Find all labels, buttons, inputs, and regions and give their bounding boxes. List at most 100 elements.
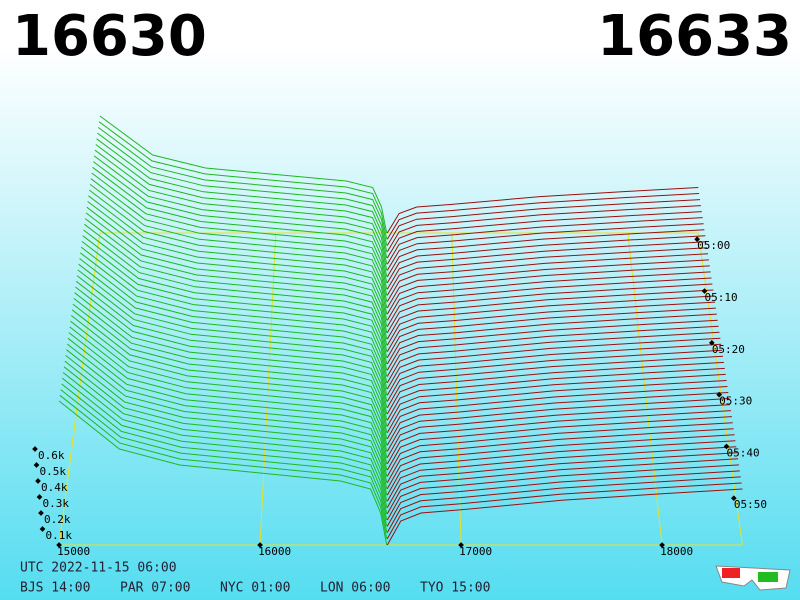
bid-depth-line bbox=[66, 349, 388, 489]
ask-depth-line bbox=[386, 428, 734, 483]
tick-marker bbox=[708, 339, 715, 346]
z-tick-label: 0.2k bbox=[44, 513, 71, 526]
ask-depth-line bbox=[386, 398, 730, 452]
z-tick-label: 0.1k bbox=[46, 529, 73, 542]
bid-depth-line bbox=[97, 126, 388, 246]
bid-depth-line bbox=[80, 246, 388, 377]
time-tick-label: 05:50 bbox=[734, 498, 767, 511]
ask-depth-line bbox=[386, 373, 726, 427]
time-tick-label: 05:20 bbox=[712, 343, 745, 356]
ask-depth-line bbox=[386, 361, 724, 415]
bid-depth-line bbox=[84, 218, 388, 346]
ask-depth-line bbox=[386, 193, 700, 240]
bid-depth-line bbox=[70, 315, 388, 452]
ask-depth-line bbox=[386, 235, 706, 284]
time-tick-label: 05:00 bbox=[697, 239, 730, 252]
bid-price: 16630 bbox=[12, 4, 207, 69]
ask-depth-line bbox=[386, 241, 707, 290]
bid-depth-line bbox=[79, 252, 388, 383]
bid-depth-line bbox=[75, 286, 388, 421]
bid-depth-line bbox=[75, 280, 388, 415]
bid-depth-line bbox=[88, 195, 388, 321]
bid-depth-line bbox=[70, 320, 388, 458]
ask-depth-line bbox=[386, 355, 724, 408]
z-tick-label: 0.6k bbox=[38, 449, 65, 462]
bid-depth-line bbox=[87, 201, 388, 327]
bid-depth-line bbox=[62, 372, 388, 514]
tick-marker bbox=[723, 443, 730, 450]
ask-depth-line bbox=[386, 289, 714, 340]
ask-depth-line bbox=[386, 367, 725, 421]
ask-depth-line bbox=[386, 410, 732, 465]
ask-depth-line bbox=[386, 343, 722, 396]
ask-depth-line bbox=[386, 325, 719, 377]
tick-marker bbox=[257, 542, 263, 548]
ask-depth-line bbox=[386, 217, 703, 265]
bid-depth-line bbox=[61, 383, 388, 527]
ask-depth-line bbox=[386, 416, 732, 471]
ask-depth-line bbox=[386, 476, 741, 533]
ask-depth-line bbox=[386, 349, 723, 402]
ask-depth-line bbox=[386, 434, 735, 490]
bid-depth-line bbox=[99, 115, 388, 234]
bid-depth-line bbox=[68, 332, 388, 471]
x-tick-label: 15000 bbox=[57, 545, 90, 558]
bid-depth-line bbox=[97, 132, 388, 252]
ask-depth-line bbox=[386, 319, 718, 371]
bid-depth-line bbox=[90, 178, 388, 302]
ask-depth-line bbox=[386, 295, 715, 346]
bid-depth-line bbox=[77, 269, 388, 402]
city-time: TYO 15:00 bbox=[420, 581, 490, 596]
ask-depth-line bbox=[386, 482, 742, 540]
tick-marker bbox=[716, 391, 722, 398]
ask-depth-line bbox=[386, 247, 708, 296]
bid-depth-line bbox=[91, 172, 388, 296]
ask-depth-line bbox=[386, 265, 710, 315]
floor-line bbox=[627, 232, 663, 546]
bid-depth-line bbox=[69, 326, 388, 464]
bid-depth-line bbox=[94, 149, 388, 271]
bid-depth-line bbox=[92, 166, 388, 290]
z-tick-label: 0.3k bbox=[43, 497, 70, 510]
ask-depth-line bbox=[386, 229, 705, 277]
ask-depth-line bbox=[386, 199, 701, 246]
z-tick-label: 0.5k bbox=[40, 465, 67, 478]
bid-depth-line bbox=[61, 377, 388, 521]
ask-price: 16633 bbox=[597, 4, 792, 69]
ask-depth-line bbox=[386, 301, 716, 352]
bid-depth-line bbox=[76, 275, 388, 408]
ask-depth-line bbox=[386, 337, 721, 390]
tick-marker bbox=[731, 495, 737, 502]
ask-depth-line bbox=[386, 452, 738, 508]
tick-marker bbox=[56, 542, 62, 548]
floor-line bbox=[451, 232, 462, 546]
bid-depth-line bbox=[88, 189, 388, 315]
bid-depth-line bbox=[59, 394, 388, 539]
ask-depth-line bbox=[386, 422, 733, 477]
bid-depth-line bbox=[66, 343, 388, 483]
ask-depth-line bbox=[386, 470, 740, 527]
ask-depth-line bbox=[386, 253, 709, 302]
x-tick-label: 17000 bbox=[459, 545, 492, 558]
tick-marker bbox=[659, 542, 665, 548]
bid-depth-line bbox=[74, 292, 388, 427]
city-time: NYC 01:00 bbox=[220, 581, 290, 596]
floor-line bbox=[259, 232, 277, 546]
ask-depth-line bbox=[386, 464, 739, 521]
glasses-icon bbox=[715, 565, 791, 591]
ask-depth-line bbox=[386, 404, 731, 458]
city-time: BJS 14:00 bbox=[20, 581, 90, 596]
tick-marker bbox=[458, 542, 464, 548]
bid-depth-line bbox=[64, 360, 388, 502]
bid-depth-line bbox=[89, 184, 388, 308]
ask-depth-line bbox=[386, 386, 728, 440]
bid-depth-line bbox=[85, 212, 388, 340]
bid-depth-line bbox=[84, 223, 388, 352]
time-tick-label: 05:40 bbox=[726, 446, 759, 459]
tick-marker bbox=[701, 288, 708, 294]
ask-depth-line bbox=[386, 313, 717, 365]
bid-depth-line bbox=[93, 155, 388, 277]
ask-depth-line bbox=[386, 380, 727, 433]
utc-time: UTC 2022-11-15 06:00 bbox=[20, 561, 177, 576]
